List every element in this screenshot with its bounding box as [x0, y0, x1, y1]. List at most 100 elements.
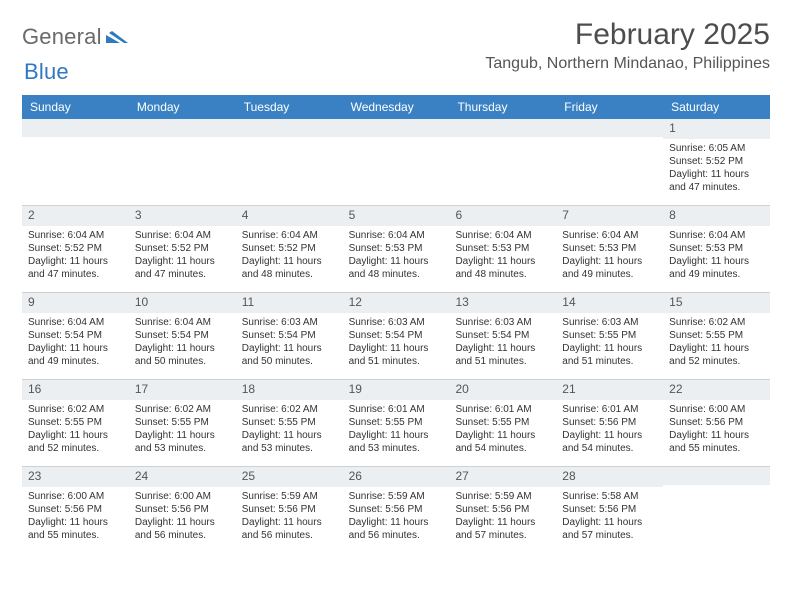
day-number: 19: [343, 380, 450, 400]
sunset-text: Sunset: 5:56 PM: [242, 503, 337, 516]
day-cell: 9Sunrise: 6:04 AMSunset: 5:54 PMDaylight…: [22, 293, 129, 379]
day-detail: Sunrise: 6:05 AMSunset: 5:52 PMDaylight:…: [667, 142, 766, 194]
calendar-grid: Sunday Monday Tuesday Wednesday Thursday…: [22, 95, 770, 553]
day-cell: 27Sunrise: 5:59 AMSunset: 5:56 PMDayligh…: [449, 467, 556, 553]
daylight-text: Daylight: 11 hours and 56 minutes.: [135, 516, 230, 542]
day-number: 3: [129, 206, 236, 226]
sunrise-text: Sunrise: 6:02 AM: [669, 316, 764, 329]
sunset-text: Sunset: 5:54 PM: [349, 329, 444, 342]
day-detail: Sunrise: 6:01 AMSunset: 5:55 PMDaylight:…: [453, 403, 552, 455]
day-number: [129, 119, 236, 137]
sunset-text: Sunset: 5:55 PM: [562, 329, 657, 342]
daylight-text: Daylight: 11 hours and 51 minutes.: [562, 342, 657, 368]
sunrise-text: Sunrise: 6:03 AM: [455, 316, 550, 329]
day-detail: Sunrise: 6:04 AMSunset: 5:54 PMDaylight:…: [133, 316, 232, 368]
daylight-text: Daylight: 11 hours and 51 minutes.: [455, 342, 550, 368]
sunrise-text: Sunrise: 5:59 AM: [242, 490, 337, 503]
day-number: 12: [343, 293, 450, 313]
sunset-text: Sunset: 5:53 PM: [455, 242, 550, 255]
sunrise-text: Sunrise: 6:04 AM: [455, 229, 550, 242]
day-detail: Sunrise: 6:03 AMSunset: 5:54 PMDaylight:…: [240, 316, 339, 368]
sunrise-text: Sunrise: 6:00 AM: [135, 490, 230, 503]
sunrise-text: Sunrise: 6:00 AM: [669, 403, 764, 416]
brand-logo: General: [22, 24, 130, 50]
day-cell: [236, 119, 343, 205]
brand-mark-icon: [106, 27, 128, 48]
day-cell: [449, 119, 556, 205]
day-detail: Sunrise: 6:04 AMSunset: 5:54 PMDaylight:…: [26, 316, 125, 368]
day-detail: Sunrise: 6:04 AMSunset: 5:53 PMDaylight:…: [560, 229, 659, 281]
sunset-text: Sunset: 5:55 PM: [669, 329, 764, 342]
day-detail: Sunrise: 6:03 AMSunset: 5:54 PMDaylight:…: [453, 316, 552, 368]
sunrise-text: Sunrise: 6:02 AM: [135, 403, 230, 416]
daylight-text: Daylight: 11 hours and 49 minutes.: [28, 342, 123, 368]
day-detail: Sunrise: 6:00 AMSunset: 5:56 PMDaylight:…: [133, 490, 232, 542]
day-cell: 11Sunrise: 6:03 AMSunset: 5:54 PMDayligh…: [236, 293, 343, 379]
sunrise-text: Sunrise: 6:02 AM: [28, 403, 123, 416]
week-row: 2Sunrise: 6:04 AMSunset: 5:52 PMDaylight…: [22, 206, 770, 293]
daylight-text: Daylight: 11 hours and 56 minutes.: [242, 516, 337, 542]
day-number: 21: [556, 380, 663, 400]
day-detail: Sunrise: 5:59 AMSunset: 5:56 PMDaylight:…: [240, 490, 339, 542]
sunrise-text: Sunrise: 6:05 AM: [669, 142, 764, 155]
sunrise-text: Sunrise: 6:04 AM: [242, 229, 337, 242]
dow-monday: Monday: [129, 95, 236, 119]
day-number: [236, 119, 343, 137]
daylight-text: Daylight: 11 hours and 48 minutes.: [455, 255, 550, 281]
daylight-text: Daylight: 11 hours and 53 minutes.: [242, 429, 337, 455]
sunset-text: Sunset: 5:54 PM: [455, 329, 550, 342]
day-cell: 26Sunrise: 5:59 AMSunset: 5:56 PMDayligh…: [343, 467, 450, 553]
dow-saturday: Saturday: [663, 95, 770, 119]
day-cell: 23Sunrise: 6:00 AMSunset: 5:56 PMDayligh…: [22, 467, 129, 553]
day-number: 8: [663, 206, 770, 226]
day-detail: Sunrise: 5:58 AMSunset: 5:56 PMDaylight:…: [560, 490, 659, 542]
day-number: 28: [556, 467, 663, 487]
day-number: 20: [449, 380, 556, 400]
sunrise-text: Sunrise: 6:01 AM: [455, 403, 550, 416]
calendar-page: General February 2025 Tangub, Northern M…: [0, 0, 792, 563]
day-detail: Sunrise: 6:04 AMSunset: 5:53 PMDaylight:…: [347, 229, 446, 281]
day-detail: Sunrise: 6:00 AMSunset: 5:56 PMDaylight:…: [667, 403, 766, 455]
day-cell: 1Sunrise: 6:05 AMSunset: 5:52 PMDaylight…: [663, 119, 770, 205]
day-detail: Sunrise: 6:01 AMSunset: 5:56 PMDaylight:…: [560, 403, 659, 455]
day-cell: [22, 119, 129, 205]
day-cell: 18Sunrise: 6:02 AMSunset: 5:55 PMDayligh…: [236, 380, 343, 466]
sunrise-text: Sunrise: 6:01 AM: [562, 403, 657, 416]
day-detail: Sunrise: 6:03 AMSunset: 5:55 PMDaylight:…: [560, 316, 659, 368]
sunset-text: Sunset: 5:55 PM: [28, 416, 123, 429]
day-cell: 25Sunrise: 5:59 AMSunset: 5:56 PMDayligh…: [236, 467, 343, 553]
day-cell: [663, 467, 770, 553]
day-cell: 19Sunrise: 6:01 AMSunset: 5:55 PMDayligh…: [343, 380, 450, 466]
sunrise-text: Sunrise: 5:59 AM: [455, 490, 550, 503]
sunset-text: Sunset: 5:53 PM: [669, 242, 764, 255]
sunrise-text: Sunrise: 6:03 AM: [562, 316, 657, 329]
sunset-text: Sunset: 5:52 PM: [242, 242, 337, 255]
daylight-text: Daylight: 11 hours and 57 minutes.: [562, 516, 657, 542]
week-row: 1Sunrise: 6:05 AMSunset: 5:52 PMDaylight…: [22, 119, 770, 206]
sunrise-text: Sunrise: 6:04 AM: [562, 229, 657, 242]
day-number: 6: [449, 206, 556, 226]
sunrise-text: Sunrise: 5:59 AM: [349, 490, 444, 503]
day-detail: Sunrise: 6:04 AMSunset: 5:53 PMDaylight:…: [453, 229, 552, 281]
day-number: 26: [343, 467, 450, 487]
day-detail: Sunrise: 6:02 AMSunset: 5:55 PMDaylight:…: [667, 316, 766, 368]
daylight-text: Daylight: 11 hours and 50 minutes.: [242, 342, 337, 368]
day-detail: Sunrise: 6:02 AMSunset: 5:55 PMDaylight:…: [133, 403, 232, 455]
day-detail: Sunrise: 6:02 AMSunset: 5:55 PMDaylight:…: [26, 403, 125, 455]
day-number: 5: [343, 206, 450, 226]
day-cell: 20 Sunrise: 6:01 AMSunset: 5:55 PMDayligh…: [449, 380, 556, 466]
day-number: [663, 467, 770, 485]
sunrise-text: Sunrise: 6:04 AM: [349, 229, 444, 242]
daylight-text: Daylight: 11 hours and 49 minutes.: [669, 255, 764, 281]
day-detail: Sunrise: 6:04 AMSunset: 5:52 PMDaylight:…: [26, 229, 125, 281]
day-number: 2: [22, 206, 129, 226]
day-cell: 3Sunrise: 6:04 AMSunset: 5:52 PMDaylight…: [129, 206, 236, 292]
sunset-text: Sunset: 5:52 PM: [28, 242, 123, 255]
sunset-text: Sunset: 5:56 PM: [455, 503, 550, 516]
day-detail: Sunrise: 6:04 AMSunset: 5:52 PMDaylight:…: [240, 229, 339, 281]
month-title: February 2025: [485, 18, 770, 52]
day-cell: 7Sunrise: 6:04 AMSunset: 5:53 PMDaylight…: [556, 206, 663, 292]
sunset-text: Sunset: 5:54 PM: [28, 329, 123, 342]
daylight-text: Daylight: 11 hours and 53 minutes.: [349, 429, 444, 455]
day-cell: 28 Sunrise: 5:58 AMSunset: 5:56 PMDayligh…: [556, 467, 663, 553]
